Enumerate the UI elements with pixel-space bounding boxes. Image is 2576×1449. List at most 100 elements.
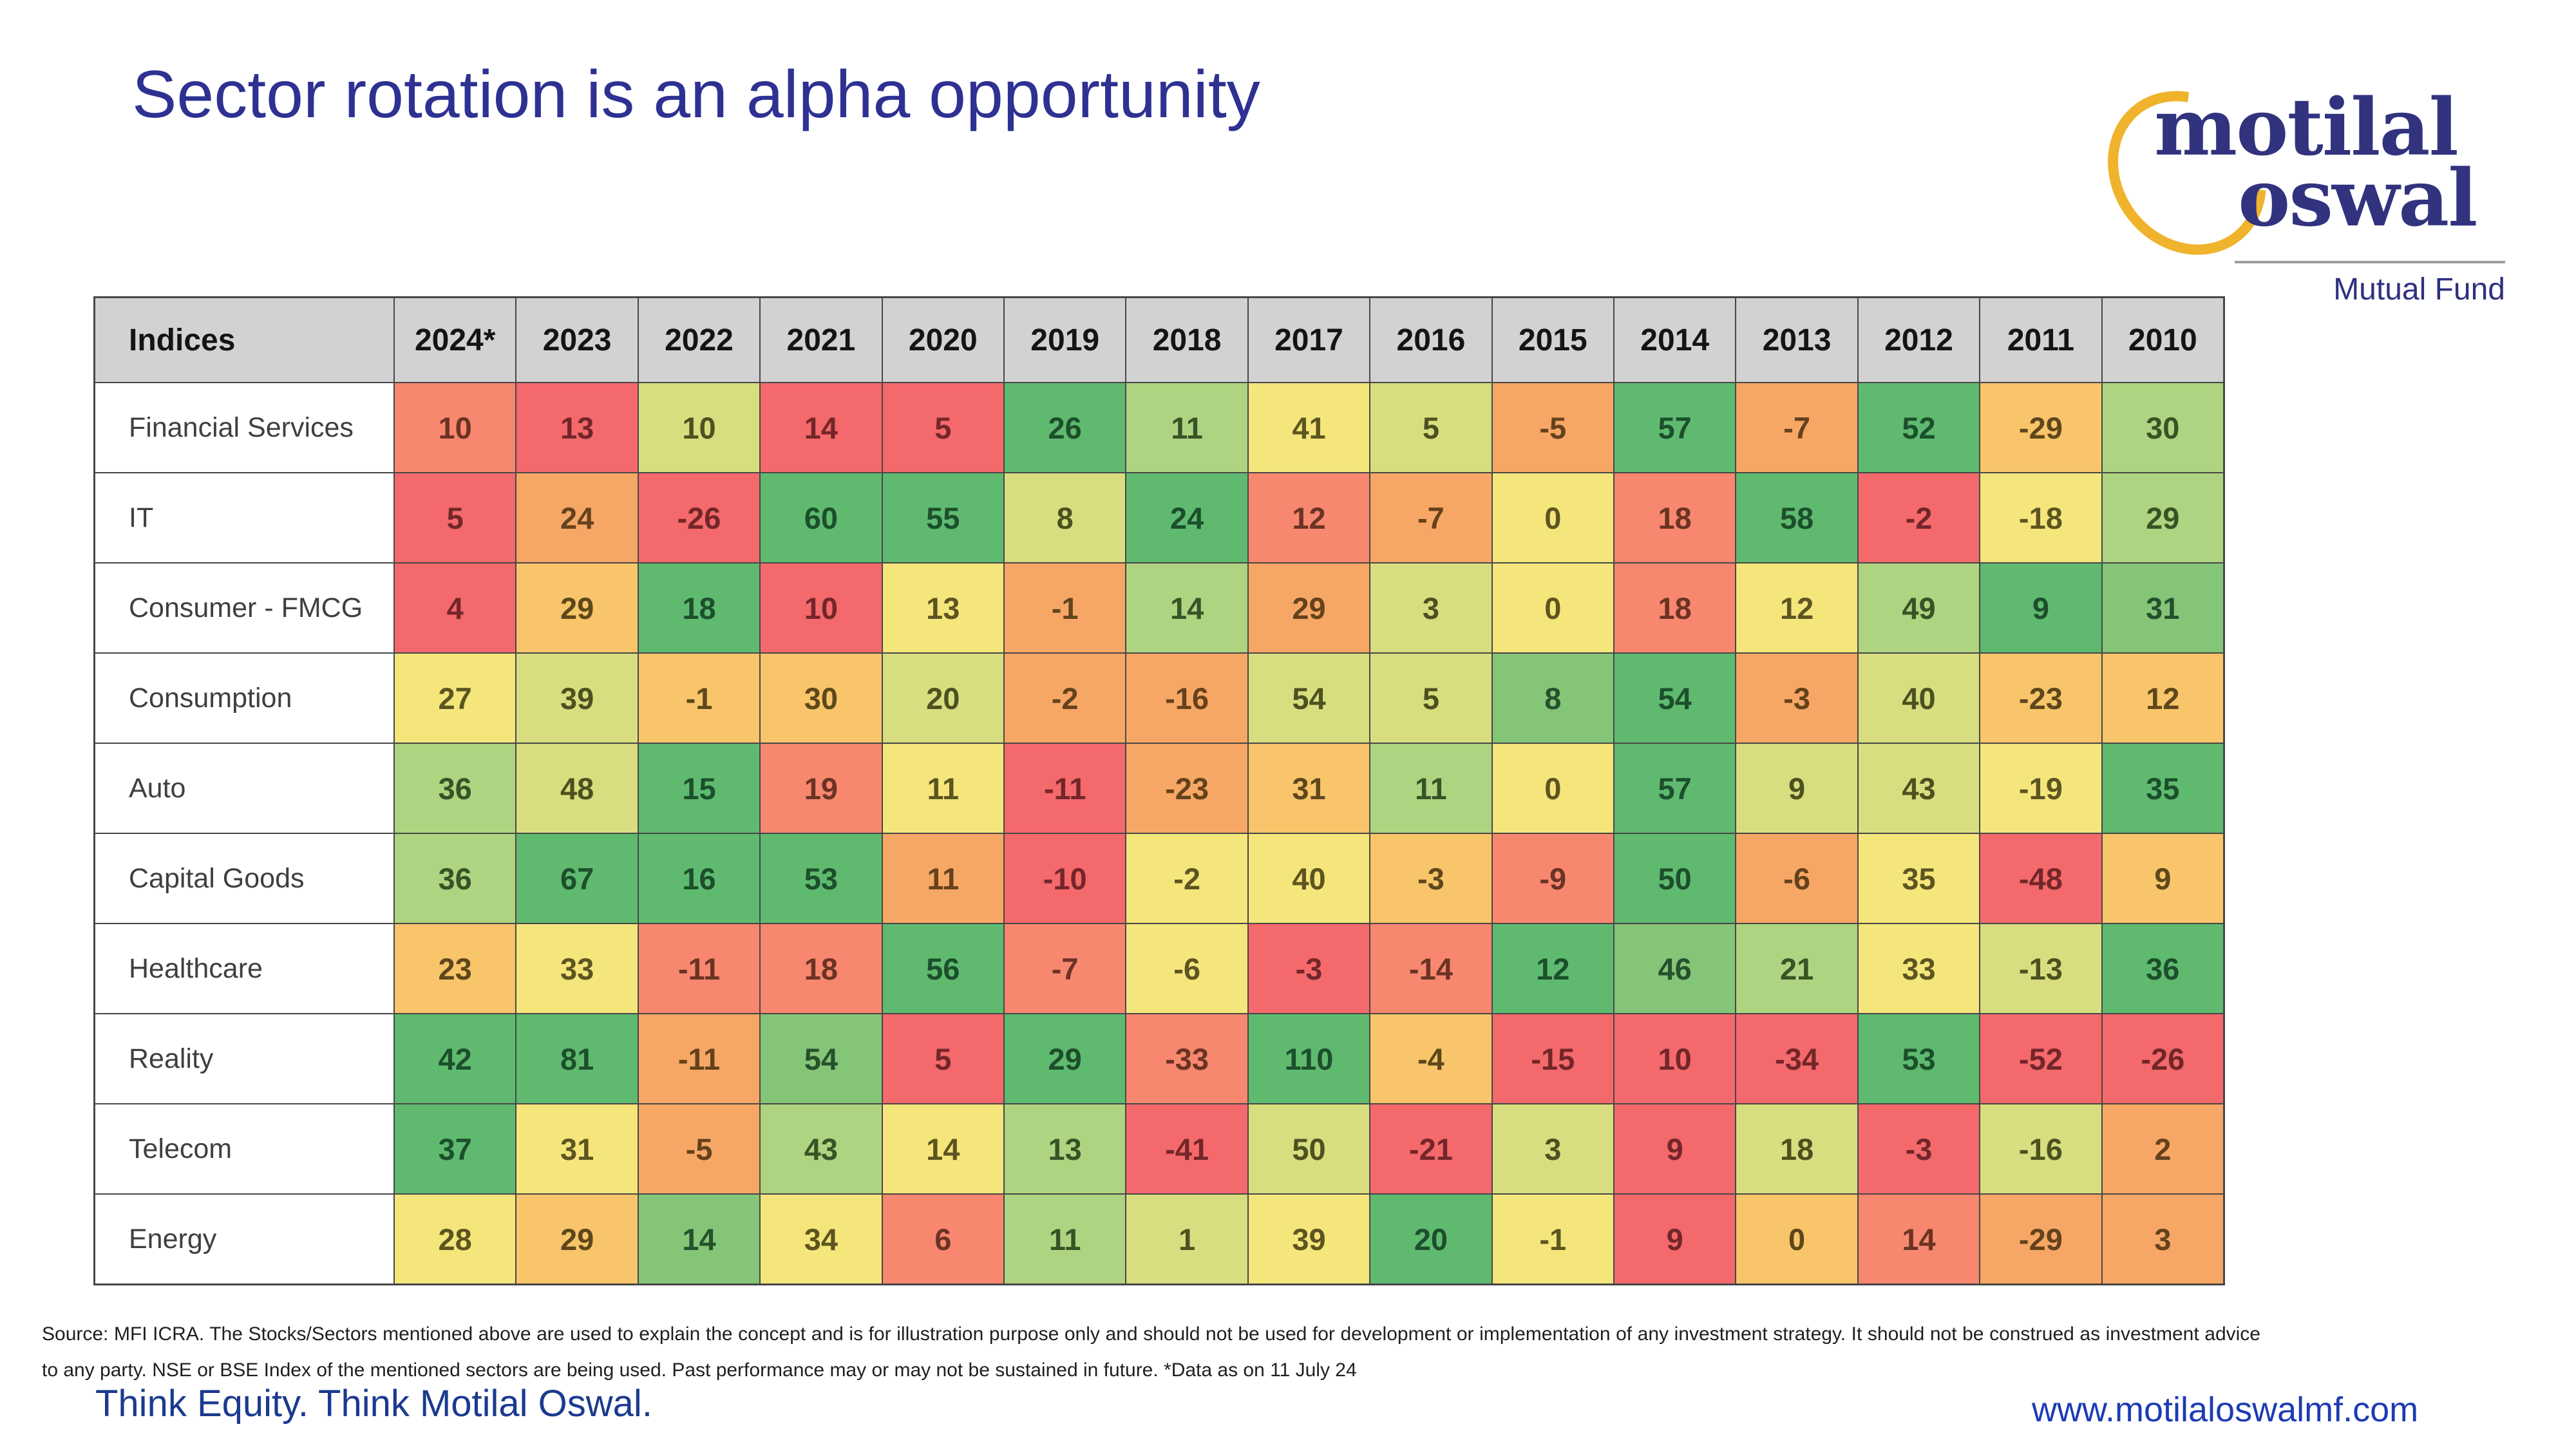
value-cell: 13	[1004, 1104, 1126, 1193]
motilal-oswal-logo: motilal oswal Mutual Fund	[2075, 19, 2531, 307]
column-header-year: 2022	[638, 298, 760, 382]
value-cell: 8	[1492, 654, 1613, 743]
value-cell: 6	[882, 1195, 1003, 1283]
value-cell: 13	[882, 564, 1003, 652]
value-cell: 9	[1736, 744, 1857, 833]
value-cell: 23	[395, 924, 516, 1013]
value-cell: 8	[1004, 473, 1126, 562]
value-cell: 0	[1736, 1195, 1857, 1283]
value-cell: 18	[1614, 564, 1736, 652]
value-cell: -29	[1980, 1195, 2101, 1283]
value-cell: 31	[516, 1104, 638, 1193]
value-cell: 5	[1370, 654, 1492, 743]
value-cell: 52	[1858, 383, 1980, 472]
value-cell: -41	[1126, 1104, 1247, 1193]
value-cell: 24	[1126, 473, 1247, 562]
value-cell: -29	[1980, 383, 2101, 472]
value-cell: 37	[395, 1104, 516, 1193]
column-header-year: 2015	[1492, 298, 1613, 382]
value-cell: -3	[1248, 924, 1370, 1013]
value-cell: 53	[761, 834, 882, 923]
value-cell: 43	[1858, 744, 1980, 833]
column-header-year: 2013	[1736, 298, 1857, 382]
column-header-year: 2018	[1126, 298, 1247, 382]
row-label: Healthcare	[95, 924, 393, 1013]
value-cell: 12	[1492, 924, 1613, 1013]
value-cell: 110	[1248, 1014, 1370, 1103]
row-label: Consumption	[95, 654, 393, 743]
value-cell: 60	[761, 473, 882, 562]
footer-website: www.motilaloswalmf.com	[2032, 1390, 2419, 1429]
value-cell: 11	[1004, 1195, 1126, 1283]
value-cell: -7	[1004, 924, 1126, 1013]
value-cell: -16	[1980, 1104, 2101, 1193]
value-cell: 12	[1248, 473, 1370, 562]
value-cell: 18	[761, 924, 882, 1013]
row-label: Consumer - FMCG	[95, 564, 393, 652]
value-cell: 34	[761, 1195, 882, 1283]
logo-divider	[2235, 261, 2505, 263]
value-cell: 27	[395, 654, 516, 743]
value-cell: 35	[1858, 834, 1980, 923]
column-header-year: 2024*	[395, 298, 516, 382]
column-header-year: 2017	[1248, 298, 1370, 382]
column-header-year: 2010	[2102, 298, 2223, 382]
value-cell: 41	[1248, 383, 1370, 472]
value-cell: 30	[761, 654, 882, 743]
value-cell: 36	[395, 834, 516, 923]
logo-word-oswal: oswal	[2238, 151, 2477, 244]
value-cell: 36	[2102, 924, 2223, 1013]
value-cell: 21	[1736, 924, 1857, 1013]
value-cell: -14	[1370, 924, 1492, 1013]
value-cell: 29	[2102, 473, 2223, 562]
value-cell: 14	[1126, 564, 1247, 652]
value-cell: 15	[638, 744, 760, 833]
row-label: Telecom	[95, 1104, 393, 1193]
value-cell: 39	[1248, 1195, 1370, 1283]
value-cell: 5	[882, 1014, 1003, 1103]
value-cell: 56	[882, 924, 1003, 1013]
value-cell: 81	[516, 1014, 638, 1103]
value-cell: -1	[1492, 1195, 1613, 1283]
value-cell: 57	[1614, 383, 1736, 472]
value-cell: 18	[1736, 1104, 1857, 1193]
value-cell: 13	[516, 383, 638, 472]
column-header-year: 2019	[1004, 298, 1126, 382]
value-cell: 54	[1248, 654, 1370, 743]
value-cell: 67	[516, 834, 638, 923]
value-cell: 48	[516, 744, 638, 833]
value-cell: 19	[761, 744, 882, 833]
value-cell: 14	[882, 1104, 1003, 1193]
row-label: Financial Services	[95, 383, 393, 472]
row-label: Auto	[95, 744, 393, 833]
column-header-year: 2012	[1858, 298, 1980, 382]
column-header-year: 2020	[882, 298, 1003, 382]
value-cell: 16	[638, 834, 760, 923]
value-cell: 55	[882, 473, 1003, 562]
row-label: Capital Goods	[95, 834, 393, 923]
value-cell: 57	[1614, 744, 1736, 833]
value-cell: 31	[1248, 744, 1370, 833]
value-cell: 20	[882, 654, 1003, 743]
value-cell: -23	[1126, 744, 1247, 833]
value-cell: 11	[1126, 383, 1247, 472]
value-cell: 28	[395, 1195, 516, 1283]
value-cell: 50	[1248, 1104, 1370, 1193]
value-cell: 3	[1492, 1104, 1613, 1193]
value-cell: -3	[1858, 1104, 1980, 1193]
value-cell: -11	[638, 1014, 760, 1103]
value-cell: -2	[1858, 473, 1980, 562]
value-cell: -33	[1126, 1014, 1247, 1103]
value-cell: 9	[1980, 564, 2101, 652]
value-cell: 12	[1736, 564, 1857, 652]
value-cell: -21	[1370, 1104, 1492, 1193]
row-label: Energy	[95, 1195, 393, 1283]
value-cell: -23	[1980, 654, 2101, 743]
value-cell: -3	[1736, 654, 1857, 743]
value-cell: 5	[882, 383, 1003, 472]
logo-subtitle: Mutual Fund	[2333, 272, 2505, 307]
value-cell: 30	[2102, 383, 2223, 472]
value-cell: 14	[761, 383, 882, 472]
value-cell: -7	[1736, 383, 1857, 472]
